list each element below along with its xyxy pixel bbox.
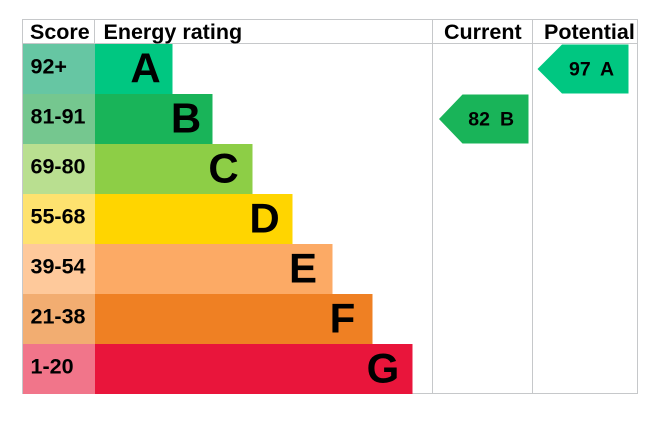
- svg-text:Energy rating: Energy rating: [104, 20, 243, 44]
- svg-text:Potential: Potential: [544, 20, 635, 44]
- svg-text:21-38: 21-38: [31, 305, 86, 329]
- svg-text:Current: Current: [444, 20, 522, 44]
- svg-text:C: C: [208, 145, 238, 192]
- svg-text:B: B: [500, 109, 514, 131]
- svg-text:Score: Score: [30, 20, 90, 44]
- svg-text:E: E: [289, 245, 317, 292]
- svg-text:92+: 92+: [31, 55, 67, 79]
- svg-text:97: 97: [569, 59, 591, 81]
- svg-text:82: 82: [468, 109, 490, 131]
- svg-text:F: F: [330, 295, 356, 342]
- svg-text:B: B: [171, 95, 201, 142]
- svg-text:D: D: [249, 195, 279, 242]
- svg-text:69-80: 69-80: [31, 155, 86, 179]
- svg-text:81-91: 81-91: [31, 105, 86, 129]
- svg-text:1-20: 1-20: [31, 355, 74, 379]
- svg-text:39-54: 39-54: [31, 255, 86, 279]
- svg-text:55-68: 55-68: [31, 205, 86, 229]
- svg-text:A: A: [600, 59, 614, 81]
- svg-text:A: A: [130, 45, 160, 92]
- svg-text:G: G: [367, 345, 400, 392]
